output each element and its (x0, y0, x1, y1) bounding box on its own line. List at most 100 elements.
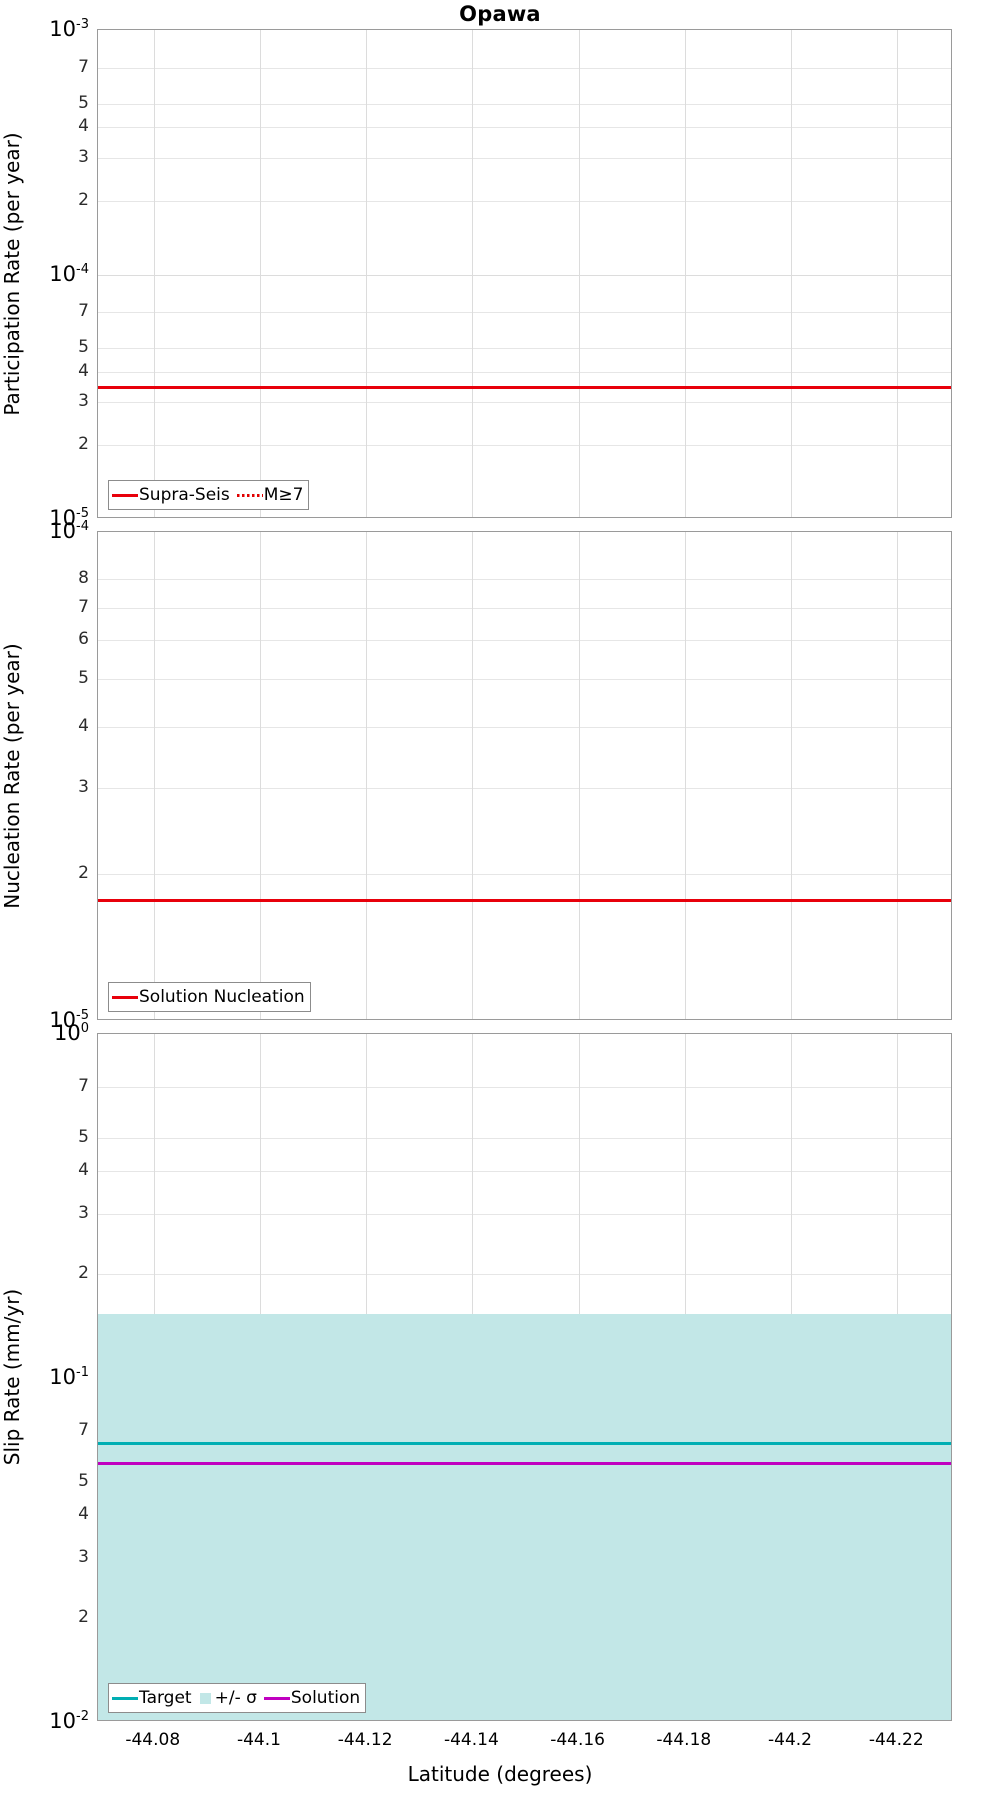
gridline-horizontal (98, 274, 951, 276)
gridline-vertical (366, 30, 368, 517)
y-tick-label: 100 (53, 1021, 89, 1045)
y-tick-label: 10-2 (49, 1709, 89, 1733)
gridline-horizontal (98, 787, 951, 789)
y-tick-label: 5 (78, 92, 89, 113)
gridline-horizontal (98, 103, 951, 105)
y-tick-label: 2 (78, 1263, 89, 1284)
gridline-vertical (472, 30, 474, 517)
legend-entry[interactable]: M≥7 (236, 485, 304, 505)
series-line-target (98, 1442, 951, 1445)
series-line-solution (98, 1461, 951, 1465)
gridline-vertical (791, 30, 793, 517)
gridline-horizontal (98, 445, 951, 447)
gridline-horizontal (98, 726, 951, 728)
gridline-vertical (684, 532, 686, 1019)
y-tick-label: 7 (78, 56, 89, 77)
gridline-horizontal (98, 371, 951, 373)
y-tick-label: 4 (78, 116, 89, 137)
gridline-vertical (897, 30, 899, 517)
y-axis-label-slip-rate: Slip Rate (mm/yr) (0, 1288, 24, 1466)
y-tick-label: 10-1 (49, 1365, 89, 1389)
gridline-vertical (259, 532, 261, 1019)
legend-entry[interactable]: Solution Nucleation (112, 987, 305, 1007)
legend-entry[interactable]: Solution (263, 1688, 360, 1708)
y-tick-label: 6 (78, 629, 89, 650)
figure-title: Opawa (459, 2, 541, 26)
y-tick-label: 2 (78, 189, 89, 210)
y-tick-label: 2 (78, 434, 89, 455)
legend-line-icon (112, 1696, 138, 1700)
y-tick-label: 7 (78, 1420, 89, 1441)
gridline-horizontal (98, 312, 951, 314)
y-tick-label: 2 (78, 1607, 89, 1628)
gridline-horizontal (98, 679, 951, 681)
legend-label: Supra-Seis (139, 485, 230, 505)
y-tick-label: 7 (78, 301, 89, 322)
y-tick-label: 3 (78, 391, 89, 412)
gridline-horizontal (98, 873, 951, 875)
legend-entry[interactable]: +/- σ (199, 1688, 257, 1708)
y-tick-label: 3 (78, 1202, 89, 1223)
gridline-horizontal (98, 640, 951, 642)
legend-line-icon (112, 995, 138, 999)
legend-participation[interactable]: Supra-Seis M≥7 (108, 480, 310, 510)
legend-label: Target (139, 1688, 192, 1708)
legend-label: Solution Nucleation (139, 987, 305, 1007)
gridline-vertical (259, 30, 261, 517)
sigma-band (98, 1314, 951, 1720)
gridline-horizontal (98, 157, 951, 159)
gridline-horizontal (98, 67, 951, 69)
gridline-horizontal (98, 1213, 951, 1215)
x-tick-label: -44.12 (337, 1730, 393, 1750)
gridline-horizontal (98, 1087, 951, 1089)
legend-slip-rate[interactable]: Target +/- σ Solution (108, 1683, 367, 1713)
gridline-horizontal (98, 1137, 951, 1139)
series-line-solution-nucleation (98, 899, 951, 903)
legend-line-icon (263, 1696, 290, 1700)
y-tick-label: 4 (78, 360, 89, 381)
x-axis-label: Latitude (degrees) (407, 1762, 593, 1786)
gridline-vertical (684, 30, 686, 517)
gridline-horizontal (98, 1170, 951, 1172)
gridline-vertical (791, 532, 793, 1019)
plot-area-slip-rate (97, 1033, 952, 1721)
gridline-vertical (897, 532, 899, 1019)
x-tick-label: -44.1 (236, 1730, 281, 1750)
legend-label: +/- σ (214, 1688, 257, 1708)
y-tick-label: 10-4 (49, 519, 89, 543)
gridline-horizontal (98, 200, 951, 202)
x-tick-label: -44.18 (656, 1730, 712, 1750)
gridline-horizontal (98, 1274, 951, 1276)
legend-line-icon (112, 493, 138, 497)
x-tick-label: -44.2 (768, 1730, 813, 1750)
y-tick-label: 10-3 (49, 17, 89, 41)
gridline-horizontal (98, 607, 951, 609)
plot-area-participation (97, 29, 952, 518)
gridline-horizontal (98, 402, 951, 404)
x-tick-label: -44.16 (550, 1730, 605, 1750)
legend-patch-icon (199, 1692, 211, 1704)
y-tick-label: 5 (78, 668, 89, 689)
gridline-horizontal (98, 127, 951, 129)
legend-entry[interactable]: Target (112, 1688, 192, 1708)
gridline-vertical (578, 30, 580, 517)
y-tick-label: 10-5 (49, 506, 89, 530)
gridline-vertical (366, 532, 368, 1019)
y-tick-label: 3 (78, 1546, 89, 1567)
legend-label: M≥7 (263, 485, 304, 505)
gridline-horizontal (98, 579, 951, 581)
series-line-supra-seis (98, 386, 951, 389)
y-tick-label: 7 (78, 1076, 89, 1097)
legend-entry[interactable]: Supra-Seis (112, 485, 230, 505)
y-tick-label: 8 (78, 568, 89, 589)
plot-area-nucleation (97, 531, 952, 1020)
x-tick-label: -44.08 (125, 1730, 181, 1750)
x-tick-label: -44.22 (868, 1730, 924, 1750)
legend-nucleation[interactable]: Solution Nucleation (108, 982, 311, 1012)
y-tick-label: 7 (78, 596, 89, 617)
y-tick-label: 4 (78, 1159, 89, 1180)
